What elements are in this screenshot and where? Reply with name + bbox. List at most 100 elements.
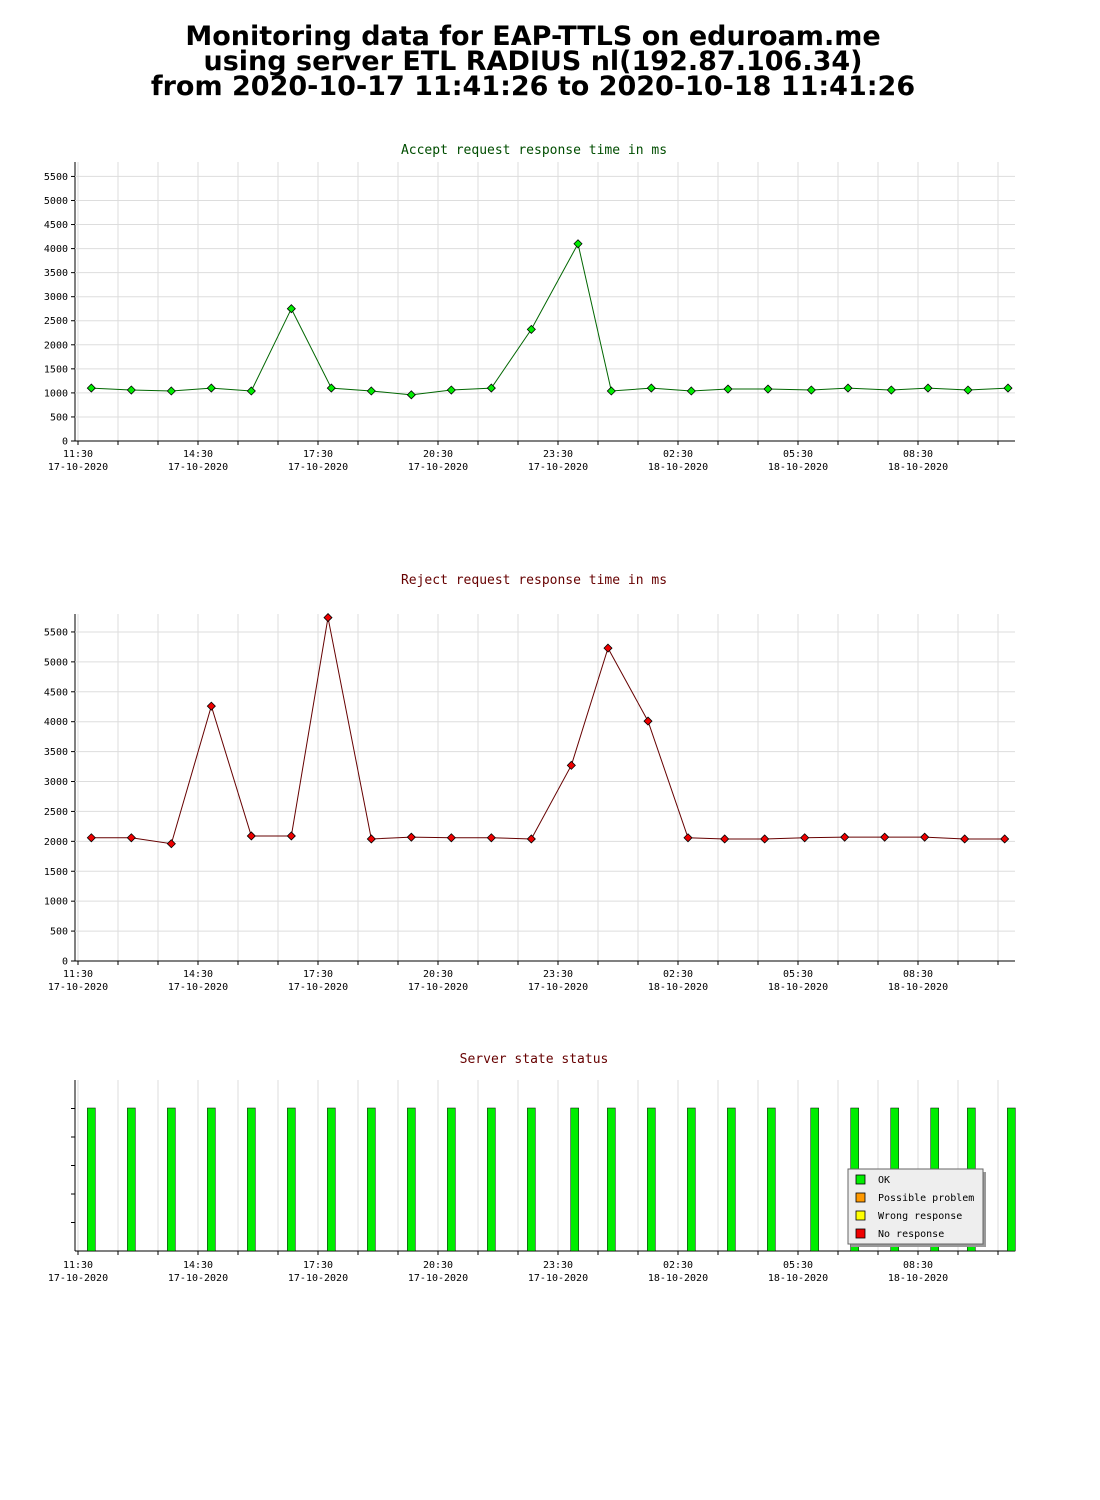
chart-2-plot: 0 500 1000 1500 2000 2500 3000 3500 4000 4500 5000… — [44, 613, 1015, 968]
y-tick-label: 1500 — [44, 364, 68, 375]
y-tick-label: 4500 — [44, 220, 68, 231]
x-tick-label-date: 17-10-2020 — [408, 982, 468, 993]
data-point — [760, 834, 770, 844]
data-point — [643, 716, 653, 726]
data-point — [923, 383, 933, 393]
data-point — [86, 833, 96, 843]
y-tick-label: 4000 — [44, 244, 68, 255]
data-point — [573, 239, 583, 249]
data-point — [366, 386, 376, 396]
chart-3-plot — [71, 1107, 1016, 1252]
title-line-1: Monitoring data for EAP-TTLS on eduroam.… — [185, 21, 881, 52]
data-point — [326, 383, 336, 393]
data-point — [526, 324, 536, 334]
data-point — [963, 385, 973, 395]
data-point — [683, 833, 693, 843]
y-tick-label: 5000 — [44, 657, 68, 668]
data-point — [720, 834, 730, 844]
data-point — [800, 833, 810, 843]
x-tick-label-date: 18-10-2020 — [648, 1273, 708, 1284]
status-bar — [407, 1107, 416, 1252]
x-tick-label-time: 20:30 — [423, 1260, 453, 1271]
x-tick-label-date: 17-10-2020 — [528, 462, 588, 473]
data-point — [686, 386, 696, 396]
legend-swatch — [855, 1210, 866, 1221]
y-tick-label: 3500 — [44, 268, 68, 279]
chart-2-axes: 11:30 17-10-2020 14:30 17-10-2020 17:30 17-10… — [48, 614, 1015, 993]
x-tick-label-time: 20:30 — [423, 969, 453, 980]
x-tick-label-time: 05:30 — [783, 969, 813, 980]
x-tick-label-date: 18-10-2020 — [768, 982, 828, 993]
x-tick-label-time: 20:30 — [423, 449, 453, 460]
data-point — [843, 383, 853, 393]
status-bar — [727, 1107, 736, 1252]
data-point — [920, 832, 930, 842]
series-line — [91, 617, 1005, 845]
status-bar — [447, 1107, 456, 1252]
x-tick-label-time: 14:30 — [183, 449, 213, 460]
status-bar — [647, 1107, 656, 1252]
data-point — [566, 760, 576, 770]
x-tick-label-time: 05:30 — [783, 1260, 813, 1271]
legend-label: No response — [878, 1229, 944, 1240]
status-bar — [810, 1107, 819, 1252]
y-tick-label: 3500 — [44, 747, 68, 758]
x-tick-label-time: 11:30 — [63, 969, 93, 980]
data-point — [323, 613, 333, 623]
status-legend: OK Possible problem Wrong response No respo… — [847, 1168, 986, 1247]
x-tick-label-date: 18-10-2020 — [768, 462, 828, 473]
data-point — [840, 832, 850, 842]
x-tick-label-date: 17-10-2020 — [48, 982, 108, 993]
x-tick-label-date: 18-10-2020 — [888, 462, 948, 473]
data-point — [86, 383, 96, 393]
y-tick-label: 2500 — [44, 316, 68, 327]
y-tick-label: 2000 — [44, 837, 68, 848]
x-tick-label-time: 11:30 — [63, 1260, 93, 1271]
x-tick-label-date: 18-10-2020 — [888, 982, 948, 993]
status-bar — [167, 1107, 176, 1252]
x-tick-label-date: 18-10-2020 — [648, 982, 708, 993]
data-point — [446, 385, 456, 395]
x-tick-label-time: 23:30 — [543, 1260, 573, 1271]
data-point — [486, 833, 496, 843]
data-point — [603, 643, 613, 653]
chart-3-axes: 11:30 17-10-2020 14:30 17-10-2020 17:30 17-10… — [48, 1080, 1015, 1284]
data-point — [406, 390, 416, 400]
x-tick-label-time: 17:30 — [303, 449, 333, 460]
x-tick-label-date: 17-10-2020 — [168, 982, 228, 993]
title-line-2: using server ETL RADIUS nl(192.87.106.34… — [203, 46, 863, 77]
status-bar — [527, 1107, 536, 1252]
x-tick-label-date: 17-10-2020 — [288, 462, 348, 473]
page-title: Monitoring data for EAP-TTLS on eduroam.… — [0, 21, 1066, 100]
data-point — [960, 834, 970, 844]
data-point — [126, 833, 136, 843]
x-tick-label-time: 17:30 — [303, 969, 333, 980]
legend-label: OK — [878, 1175, 890, 1186]
legend-swatch — [855, 1174, 866, 1185]
status-bar — [607, 1107, 616, 1252]
y-tick-label: 5500 — [44, 172, 68, 183]
chart-1-title: Accept request response time in ms — [401, 143, 667, 158]
y-tick-label: 3000 — [44, 292, 68, 303]
x-tick-label-time: 08:30 — [903, 1260, 933, 1271]
status-bar — [767, 1107, 776, 1252]
status-bar — [327, 1107, 336, 1252]
data-point — [166, 839, 176, 849]
status-bar — [570, 1107, 579, 1252]
data-point — [886, 385, 896, 395]
chart-1-plot: 0 500 1000 1500 2000 2500 3000 3500 4000 4500 5000… — [44, 172, 1015, 448]
y-tick-label: 2000 — [44, 340, 68, 351]
status-bar — [87, 1107, 96, 1252]
x-tick-label-date: 17-10-2020 — [528, 1273, 588, 1284]
y-tick-label: 0 — [62, 957, 68, 968]
x-tick-label-date: 17-10-2020 — [48, 1273, 108, 1284]
status-bar — [287, 1107, 296, 1252]
x-tick-label-date: 18-10-2020 — [648, 462, 708, 473]
data-point — [366, 834, 376, 844]
data-point — [286, 831, 296, 841]
x-tick-label-date: 17-10-2020 — [168, 462, 228, 473]
data-point — [646, 383, 656, 393]
x-tick-label-time: 05:30 — [783, 449, 813, 460]
x-tick-label-date: 18-10-2020 — [888, 1273, 948, 1284]
